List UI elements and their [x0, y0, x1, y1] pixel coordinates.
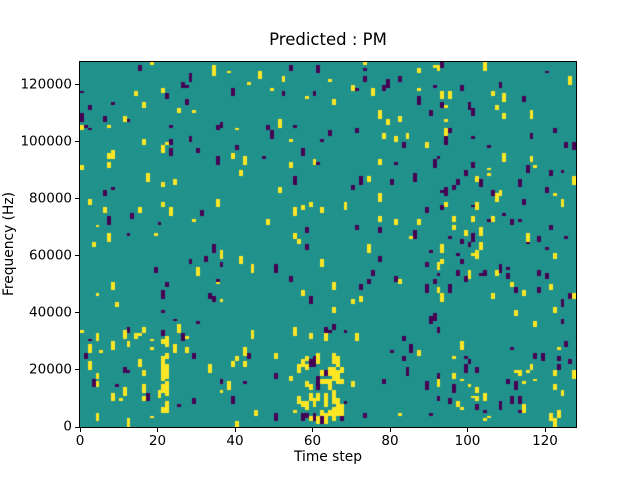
- x-tick-mark: [467, 428, 468, 432]
- x-tick-mark: [389, 428, 391, 432]
- y-tick-label: 80000: [29, 190, 72, 207]
- y-tick-mark: [75, 198, 79, 200]
- x-axis-label: Time step: [294, 449, 362, 465]
- x-tick-label: 120: [532, 433, 558, 449]
- y-tick-mark: [75, 84, 79, 86]
- y-tick-label: 120000: [20, 76, 72, 93]
- x-tick-label: 100: [454, 433, 481, 449]
- x-tick-label: 40: [226, 433, 244, 449]
- y-tick-mark: [75, 141, 79, 143]
- y-tick-label: 0: [63, 418, 72, 435]
- heatmap-canvas: [80, 62, 576, 427]
- x-tick-label: 20: [148, 433, 167, 449]
- x-tick-mark: [79, 428, 81, 432]
- x-tick-mark: [312, 428, 313, 432]
- plot-area: [79, 61, 577, 428]
- x-tick-label: 80: [381, 433, 399, 449]
- y-tick-mark: [75, 426, 79, 428]
- y-tick-label: 60000: [29, 247, 72, 264]
- y-tick-mark: [75, 312, 79, 314]
- y-axis-label: Frequency (Hz): [1, 191, 17, 297]
- x-tick-mark: [157, 428, 158, 432]
- y-tick-label: 20000: [29, 361, 72, 378]
- x-tick-label: 60: [303, 433, 322, 449]
- y-tick-label: 40000: [29, 304, 72, 321]
- x-tick-label: 0: [75, 433, 85, 449]
- x-tick-mark: [544, 428, 546, 432]
- chart-title: Predicted : PM: [269, 30, 387, 49]
- x-tick-mark: [234, 428, 236, 432]
- y-tick-label: 100000: [20, 133, 72, 150]
- y-tick-mark: [75, 255, 79, 257]
- y-tick-mark: [75, 369, 79, 371]
